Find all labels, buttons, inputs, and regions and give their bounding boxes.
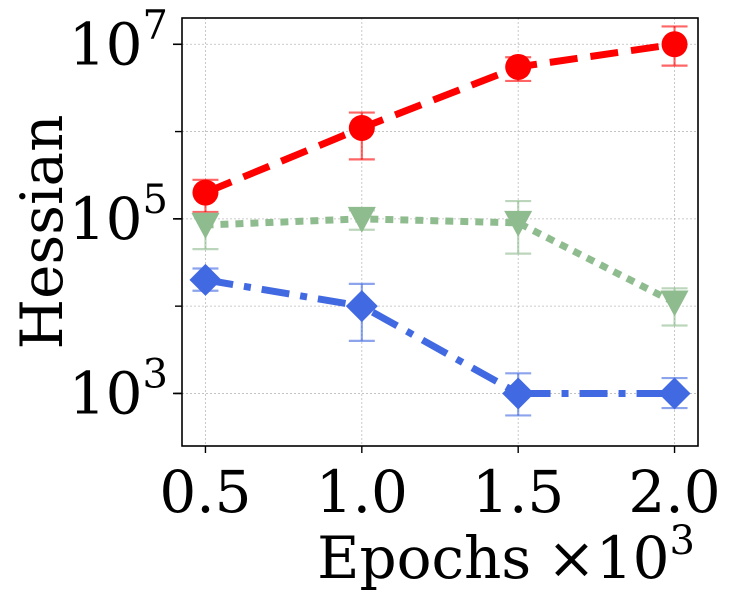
y-tick-label-exp: 7 <box>143 2 168 48</box>
plot-frame <box>181 17 699 447</box>
y-tick-label-exp: 3 <box>143 351 168 397</box>
y-tick-label-exp: 5 <box>143 177 168 223</box>
grid-lines <box>182 18 698 446</box>
marker-blue <box>658 377 691 410</box>
marker-green <box>504 210 533 237</box>
marker-red <box>505 53 532 80</box>
series-blue <box>189 263 691 417</box>
marker-green <box>660 290 689 317</box>
series-line-green <box>205 215 677 306</box>
series-line-red <box>204 40 676 196</box>
y-tick-label-base: 10 <box>69 359 143 427</box>
x-axis-label-text: Epochs <box>317 524 531 592</box>
marker-blue <box>502 377 535 410</box>
marker-blue <box>189 263 222 296</box>
y-tick-label: 107 <box>69 2 168 78</box>
marker-red <box>661 31 688 58</box>
y-tick-label-base: 10 <box>69 10 143 78</box>
x-tick-label: 0.5 <box>159 458 251 526</box>
y-tick-label: 103 <box>69 351 168 427</box>
x-tick-label: 1.0 <box>316 458 408 526</box>
x-tick-label: 1.5 <box>472 458 564 526</box>
y-tick-label: 105 <box>69 177 168 253</box>
x-axis-multiplier-exp: 3 <box>670 518 695 564</box>
series-layer <box>189 25 691 417</box>
y-axis-label: Hessian <box>8 115 76 350</box>
marker-blue <box>345 290 378 323</box>
marker-red <box>348 114 375 141</box>
x-tick-label: 2.0 <box>628 458 720 526</box>
x-axis-label: Epochs ×103 <box>317 518 695 592</box>
series-green <box>191 199 689 327</box>
marker-green <box>347 206 376 233</box>
x-axis-multiplier: ×10 <box>547 524 669 592</box>
marker-green <box>191 213 220 240</box>
series-line-blue <box>204 276 675 397</box>
marker-red <box>192 179 219 206</box>
series-red <box>192 25 688 214</box>
y-tick-label-base: 10 <box>69 185 143 253</box>
